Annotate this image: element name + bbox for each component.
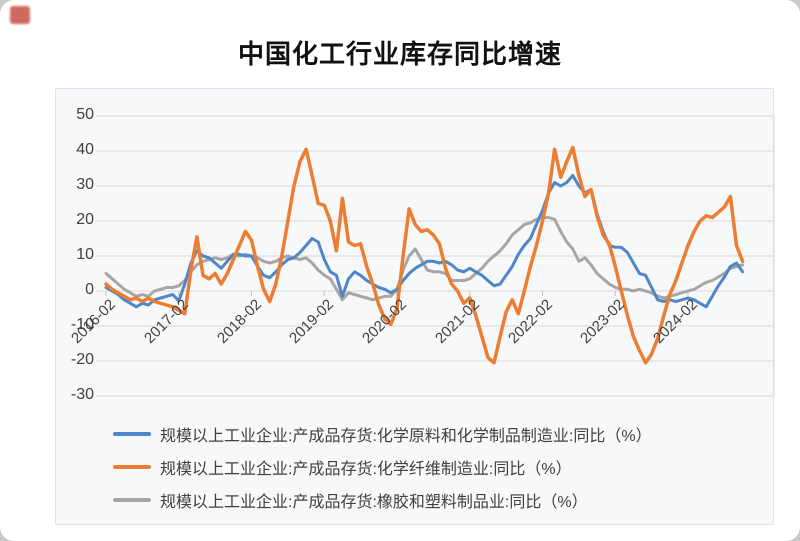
y-axis-label: -30 [70,386,94,403]
series-line-1 [104,145,745,365]
y-axis-label: 50 [76,106,94,123]
y-axis-label: 0 [85,281,94,298]
legend-item-chemical-raw-materials: 规模以上工业企业:产成品存货:化学原料和化学制品制造业:同比（%） [113,424,652,445]
legend-item-rubber-plastics: 规模以上工业企业:产成品存货:橡胶和塑料制品业:同比（%） [113,490,652,511]
legend-line-swatch-orange [113,465,151,469]
y-axis-label: -20 [70,351,94,368]
legend-label: 规模以上工业企业:产成品存货:橡胶和塑料制品业:同比（%） [160,494,588,511]
legend-label: 规模以上工业企业:产成品存货:化学纤维制造业:同比（%） [160,461,572,478]
y-axis-label: 20 [76,211,94,228]
legend-line-swatch-blue [113,432,151,436]
chart-panel [55,88,775,525]
series-line-0 [104,174,745,309]
legend-label: 规模以上工业企业:产成品存货:化学原料和化学制品制造业:同比（%） [160,428,652,445]
legend-line-swatch-gray [113,498,151,502]
watermark-mark [10,6,30,24]
chart-legend: 规模以上工业企业:产成品存货:化学原料和化学制品制造业:同比（%） 规模以上工业… [113,424,652,523]
line-chart [96,115,775,397]
y-axis-label: 30 [76,176,94,193]
legend-item-chemical-fiber: 规模以上工业企业:产成品存货:化学纤维制造业:同比（%） [113,457,652,478]
y-axis-label: 10 [76,246,94,263]
y-axis-label: -10 [70,316,94,333]
chart-title: 中国化工行业库存同比增速 [237,39,562,69]
y-axis-label: 40 [76,141,94,158]
